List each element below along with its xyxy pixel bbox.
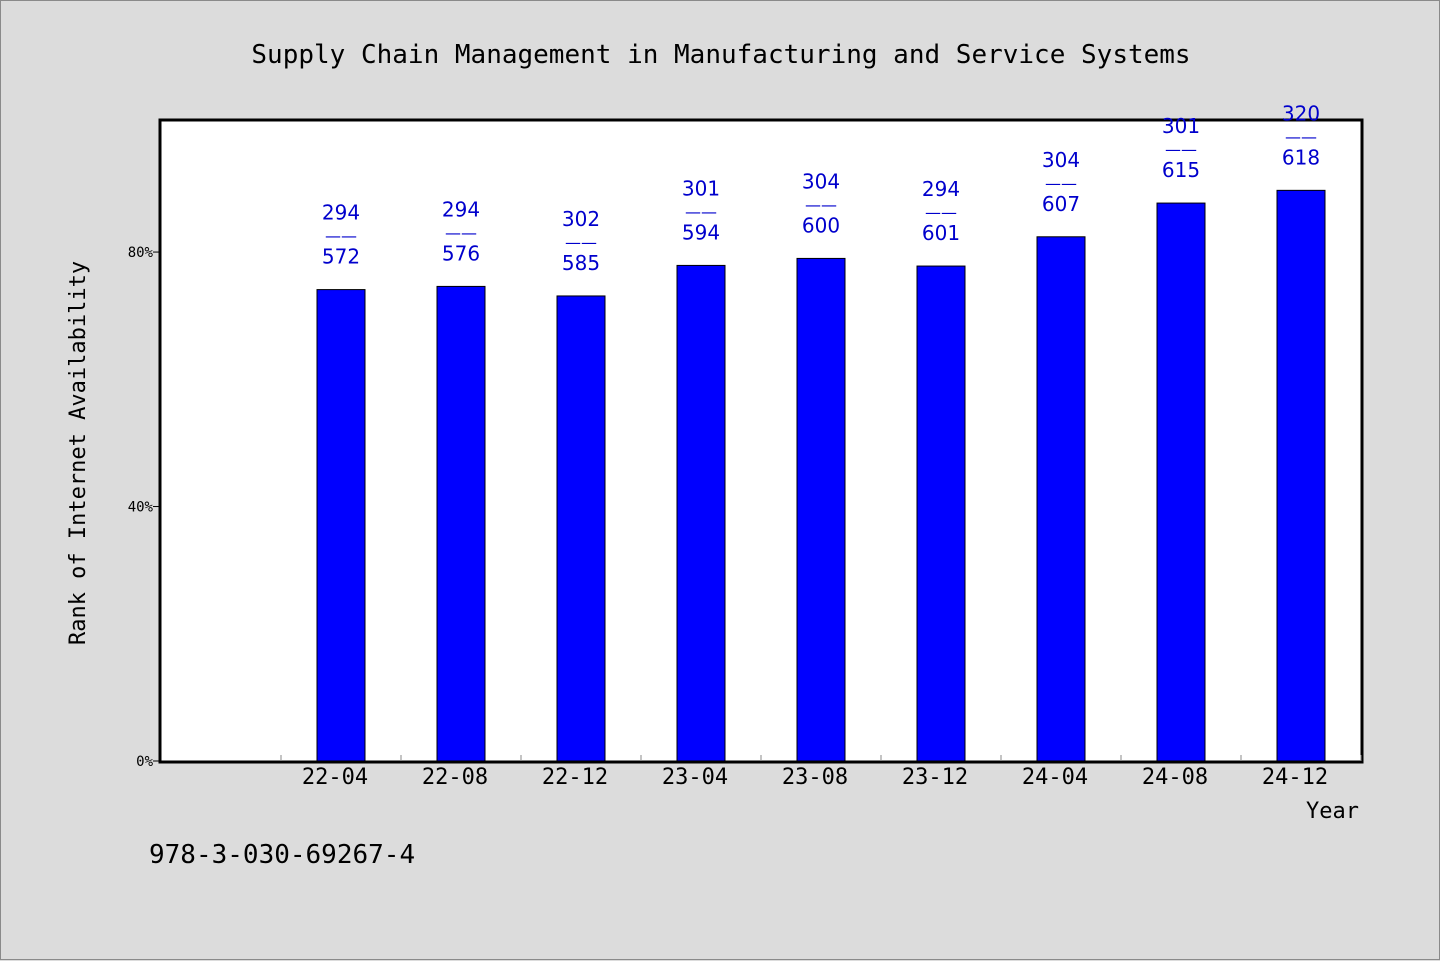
data-label-bottom: 615 — [1162, 158, 1200, 182]
data-label-bottom: 585 — [562, 251, 600, 275]
data-label-separator: —— — [325, 227, 357, 246]
data-label-separator: —— — [805, 195, 837, 214]
bar-23-04 — [676, 264, 726, 762]
bar-22-12 — [556, 295, 606, 762]
data-label-separator: —— — [1045, 174, 1077, 193]
data-label-top: 294 — [922, 177, 960, 201]
x-tick-label: 22-04 — [302, 765, 368, 790]
x-tick-label: 24-04 — [1022, 765, 1088, 790]
data-label-top: 294 — [442, 197, 480, 221]
data-label-separator: —— — [1285, 127, 1317, 146]
data-label-separator: —— — [565, 233, 597, 252]
y-tick-label: 40% — [128, 500, 154, 516]
plot-border — [158, 118, 1364, 764]
x-tick-label: 22-08 — [422, 765, 488, 790]
data-label-top: 294 — [322, 201, 360, 225]
bar-22-04 — [316, 289, 366, 762]
bar-24-12 — [1276, 189, 1326, 762]
data-label-top: 304 — [1042, 148, 1080, 172]
bar-22-08 — [436, 285, 486, 762]
data-label-separator: —— — [685, 202, 717, 221]
data-label-top: 301 — [1162, 114, 1200, 138]
data-label-top: 320 — [1282, 101, 1320, 125]
chart-title: Supply Chain Management in Manufacturing… — [251, 40, 1190, 70]
footer-isbn: 978-3-030-69267-4 — [149, 840, 415, 870]
data-label-top: 304 — [802, 169, 840, 193]
x-tick-label: 24-08 — [1142, 765, 1208, 790]
data-label-top: 301 — [682, 176, 720, 200]
y-axis-label: Rank of Internet Availability — [66, 261, 91, 645]
x-tick-label: 24-12 — [1262, 765, 1328, 790]
x-tick-label: 23-04 — [662, 765, 728, 790]
data-label-bottom: 576 — [442, 241, 480, 265]
x-axis-label: Year — [1306, 799, 1359, 824]
data-label-separator: —— — [1165, 140, 1197, 159]
data-label-bottom: 618 — [1282, 145, 1320, 169]
x-tick-label: 23-12 — [902, 765, 968, 790]
data-label-bottom: 572 — [322, 245, 360, 269]
data-label-separator: —— — [445, 223, 477, 242]
data-label-separator: —— — [925, 203, 957, 222]
x-tick-label: 22-12 — [542, 765, 608, 790]
data-label-bottom: 601 — [922, 221, 960, 245]
bar-24-04 — [1036, 236, 1086, 762]
data-label-bottom: 607 — [1042, 192, 1080, 216]
bar-23-08 — [796, 257, 846, 762]
bar-23-12 — [916, 265, 966, 762]
y-tick-label: 0% — [136, 754, 153, 770]
data-label-bottom: 600 — [802, 213, 840, 237]
bar-24-08 — [1156, 202, 1206, 762]
data-label-top: 302 — [562, 207, 600, 231]
x-tick-label: 23-08 — [782, 765, 848, 790]
data-label-bottom: 594 — [682, 220, 720, 244]
y-tick-label: 80% — [128, 245, 154, 261]
